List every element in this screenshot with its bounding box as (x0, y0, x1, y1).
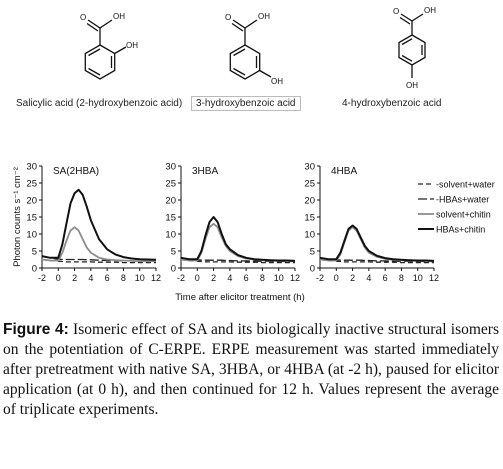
y-tick-label: 20 (26, 196, 37, 207)
4hba-hydroxy-oh: OH (406, 81, 418, 90)
x-tick-label: 12 (290, 273, 300, 283)
panel-title: 4HBA (331, 166, 357, 177)
3-hydroxybenzoic-acid-structure (229, 19, 272, 80)
y-tick-label: 0 (310, 264, 315, 275)
y-tick-label: 30 (304, 162, 315, 173)
3hba-acid-oh: OH (258, 12, 270, 21)
sa-acid-oh: OH (113, 12, 125, 21)
panel-title: 3HBA (192, 166, 218, 177)
series-line-hbas-chitin (319, 224, 435, 262)
x-tick-label: 8 (260, 273, 265, 283)
y-tick-label: 15 (165, 213, 176, 224)
x-tick-label: 6 (244, 273, 249, 283)
x-tick-label: 10 (274, 273, 284, 283)
series-line-solvent-water (180, 258, 295, 264)
x-tick-label: 12 (429, 273, 439, 283)
sa-hydroxy-oh: OH (126, 41, 138, 50)
x-tick-label: 0 (195, 273, 200, 283)
x-tick-label: 8 (399, 273, 404, 283)
y-tick-label: 25 (304, 179, 315, 190)
legend-label: HBAs+chitin (436, 225, 485, 235)
3hba-carbonyl-o: O (225, 13, 231, 22)
x-tick-label: 10 (135, 273, 145, 283)
series-line-solvent-water (319, 258, 434, 264)
x-tick-label: 4 (88, 273, 93, 283)
legend-label: -solvent+water (436, 180, 495, 190)
y-tick-label: 15 (304, 213, 315, 224)
y-tick-label: 0 (171, 264, 176, 275)
y-tick-label: 0 (32, 264, 37, 275)
x-tick-label: -2 (177, 273, 185, 283)
y-tick-label: 20 (304, 196, 315, 207)
series-line-solvent-chitin (41, 226, 156, 263)
x-tick-label: -2 (38, 273, 46, 283)
y-tick-label: 25 (165, 179, 176, 190)
4hba-acid-oh: OH (424, 6, 436, 15)
x-tick-label: 8 (121, 273, 126, 283)
series-line-hbas-chitin (180, 216, 296, 262)
y-tick-label: 30 (165, 162, 176, 173)
y-tick-label: 30 (26, 162, 37, 173)
compound-name-3hba: 3-hydroxybenzoic acid (191, 96, 301, 111)
series-line-solvent-water (41, 258, 156, 264)
y-tick-label: 10 (165, 230, 176, 241)
y-axis-label: Photon counts s⁻¹ cm⁻² (12, 167, 23, 267)
chemiluminescence-charts: 0 5 10 15 20 25 30 -2 0 2 4 6 8 10 12 SA(2HBA) 0 5 10 15 20 2… (0, 150, 503, 310)
y-tick-label: 25 (26, 179, 37, 190)
caption-text: Isomeric effect of SA and its biological… (3, 321, 500, 418)
x-tick-label: -2 (316, 273, 324, 283)
x-axis-label: Time after elicitor treatment (h) (175, 292, 305, 303)
x-tick-label: 12 (151, 273, 161, 283)
salicylic-acid-structure (84, 19, 127, 80)
3hba-hydroxy-oh: OH (271, 77, 283, 86)
figure-label: Figure 4: (3, 321, 69, 338)
figure-caption: Figure 4: Isomeric effect of SA and its … (3, 320, 499, 420)
x-tick-label: 0 (334, 273, 339, 283)
compound-name-4hba: 4-hydroxybenzoic acid (342, 98, 442, 109)
y-tick-label: 15 (26, 213, 37, 224)
y-tick-label: 10 (26, 230, 37, 241)
legend-label: -HBAs+water (436, 195, 489, 205)
chemical-structures: O OH OH O OH OH O OH OH Salicylic acid (… (0, 0, 503, 140)
y-tick-label: 5 (32, 247, 37, 258)
structures-drawing: O OH OH O OH OH O OH OH (80, 6, 436, 90)
compound-name-salicylic-acid: Salicylic acid (2-hydroxybenzoic acid) (16, 98, 183, 109)
series-line-hbas-chitin (41, 188, 157, 261)
y-tick-label: 10 (304, 230, 315, 241)
y-tick-label: 5 (310, 247, 315, 258)
x-tick-label: 0 (56, 273, 61, 283)
y-tick-label: 20 (165, 196, 176, 207)
x-tick-label: 6 (383, 273, 388, 283)
sa-carbonyl-o: O (80, 13, 86, 22)
y-tick-label: 5 (171, 247, 176, 258)
panel-title: SA(2HBA) (53, 166, 99, 177)
x-tick-label: 2 (211, 273, 216, 283)
x-tick-label: 2 (72, 273, 77, 283)
4-hydroxybenzoic-acid-structure (398, 13, 426, 78)
x-tick-label: 2 (350, 273, 355, 283)
legend-label: solvent+chitin (436, 210, 491, 220)
x-tick-label: 10 (413, 273, 423, 283)
x-tick-label: 6 (105, 273, 110, 283)
4hba-carbonyl-o: O (393, 7, 399, 16)
x-tick-label: 4 (227, 273, 232, 283)
x-tick-label: 4 (366, 273, 371, 283)
